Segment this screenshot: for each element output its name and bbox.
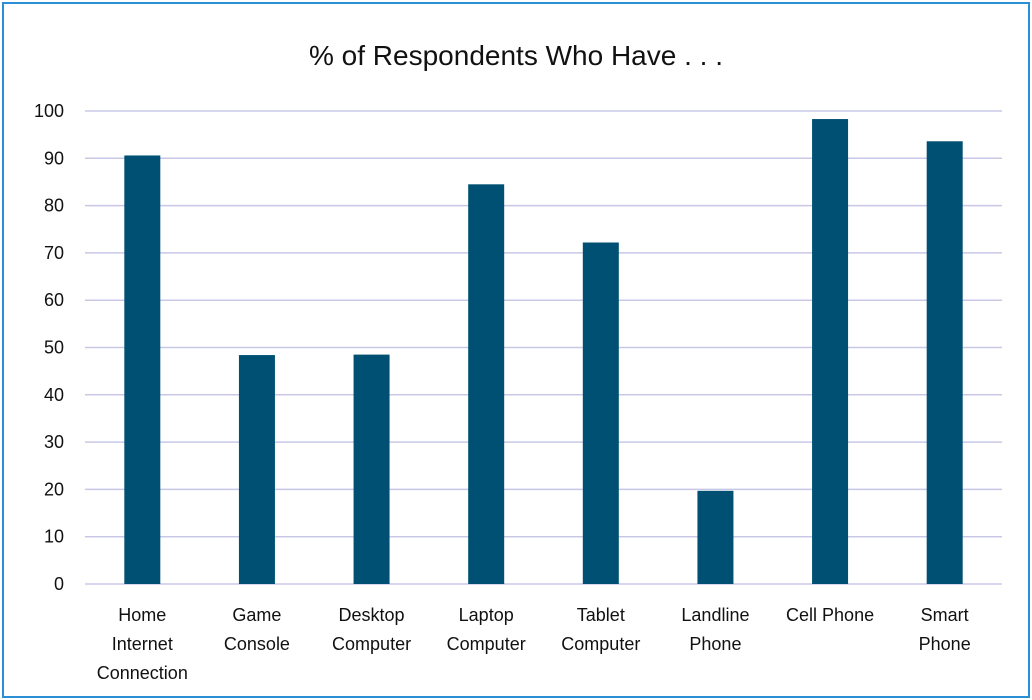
y-tick-label: 70 <box>44 243 64 263</box>
chart-title: % of Respondents Who Have . . . <box>309 40 723 71</box>
bar <box>697 490 734 584</box>
bar <box>468 184 505 584</box>
y-tick-label: 10 <box>44 527 64 547</box>
y-tick-label: 80 <box>44 196 64 216</box>
y-tick-label: 20 <box>44 479 64 499</box>
x-category-label: Desktop Computer <box>332 605 411 654</box>
y-tick-label: 30 <box>44 432 64 452</box>
bar <box>926 141 963 584</box>
y-axis-ticks: 0 10 20 30 40 50 60 70 80 90 100 <box>34 101 64 594</box>
x-category-label: Smart Phone <box>919 605 971 654</box>
y-tick-label: 0 <box>54 574 64 594</box>
x-category-label: Game Console <box>224 605 290 654</box>
x-category-label: Landline Phone <box>681 605 749 654</box>
y-tick-label: 90 <box>44 148 64 168</box>
y-tick-label: 40 <box>44 385 64 405</box>
x-category-label: Cell Phone <box>786 605 874 625</box>
x-category-label: Home Internet Connection <box>97 605 188 683</box>
x-axis-categories: Home Internet Connection Game Console Desktop… <box>97 605 971 683</box>
bar <box>582 242 619 584</box>
bar <box>124 155 161 584</box>
gridlines <box>85 110 1002 585</box>
y-tick-label: 50 <box>44 338 64 358</box>
x-category-label: Laptop Computer <box>447 605 526 654</box>
y-tick-label: 100 <box>34 101 64 121</box>
x-category-label: Tablet Computer <box>561 605 640 654</box>
bar <box>353 354 390 584</box>
bars <box>124 119 963 584</box>
bar <box>812 119 849 584</box>
y-tick-label: 60 <box>44 290 64 310</box>
bar <box>238 355 275 584</box>
